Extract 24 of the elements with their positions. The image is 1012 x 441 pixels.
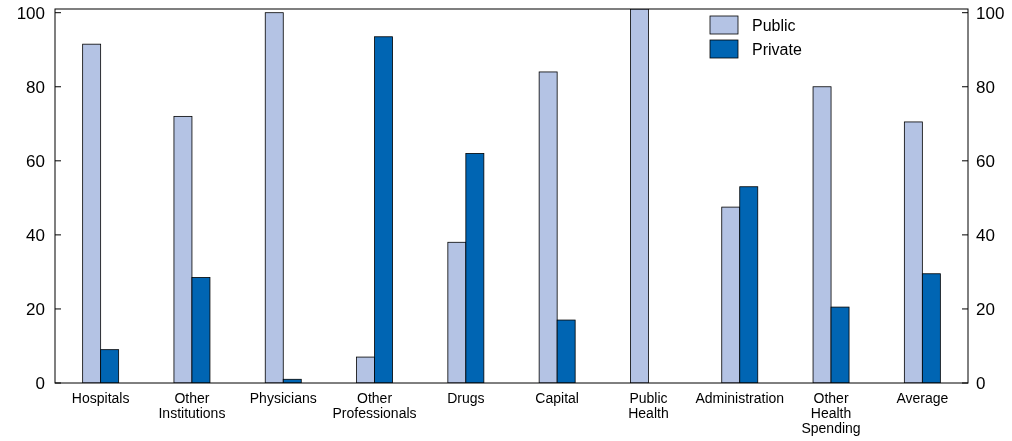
y-tick-label: 0 <box>35 373 45 393</box>
x-tick-label: Administration <box>695 390 785 406</box>
x-tick-label: Other Health Spending <box>801 390 861 436</box>
legend-label: Private <box>752 40 802 58</box>
y2-tick-label: 100 <box>976 3 1005 23</box>
y-tick-label: 20 <box>26 299 45 319</box>
x-tick-label: Other Professionals <box>332 390 417 421</box>
y2-tick-label: 40 <box>976 225 995 245</box>
legend-label: Public <box>752 16 796 34</box>
y2-tick-label: 60 <box>976 151 995 171</box>
y2-tick-label: 80 <box>976 77 995 97</box>
y-tick-label: 100 <box>16 3 45 23</box>
x-tick-label: Public Health <box>628 390 669 421</box>
y-tick-label: 60 <box>26 151 45 171</box>
y2-tick-label: 0 <box>976 373 986 393</box>
x-tick-label: Drugs <box>447 390 485 406</box>
y2-tick-label: 20 <box>976 299 995 319</box>
x-tick-label: Average <box>896 390 949 406</box>
y-tick-label: 80 <box>26 77 45 97</box>
x-tick-label: Hospitals <box>71 390 130 406</box>
y-tick-label: 40 <box>26 225 45 245</box>
x-tick-label: Physicians <box>249 390 317 406</box>
x-tick-label: Other Institutions <box>158 390 226 421</box>
x-tick-label: Capital <box>535 390 579 406</box>
